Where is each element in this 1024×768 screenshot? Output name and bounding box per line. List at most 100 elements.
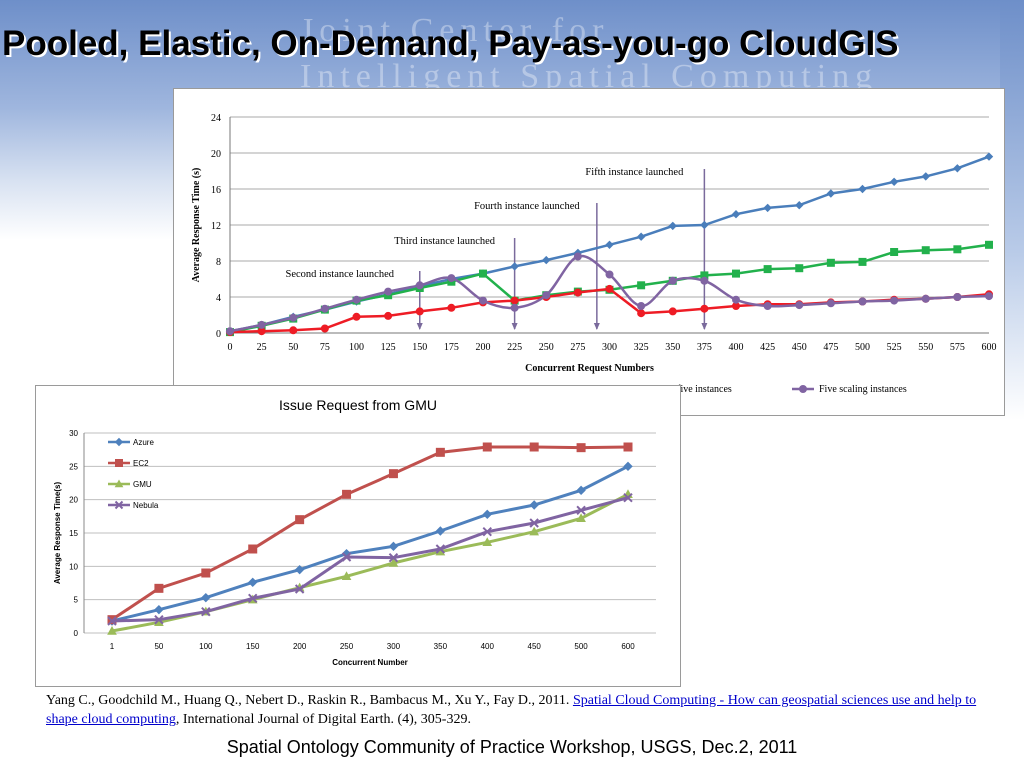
data-point-purple xyxy=(605,270,614,279)
data-point-azure xyxy=(623,461,633,472)
data-point-ec2 xyxy=(201,568,211,578)
x-tick-label: 225 xyxy=(507,342,522,353)
x-tick-label: 425 xyxy=(760,342,775,353)
y-tick-label: 16 xyxy=(211,185,221,196)
series-line-ec2 xyxy=(111,445,629,621)
data-point-purple xyxy=(226,327,234,336)
x-tick-label: 300 xyxy=(387,642,401,651)
y-tick-label: 30 xyxy=(69,429,78,438)
data-point-blue xyxy=(889,177,899,187)
x-tick-label: 600 xyxy=(982,342,997,353)
response-time-chart: 0 4 8 12 16 20 24 0 25 50 75 100 125 150 175 200 225 250 2… xyxy=(191,113,997,395)
data-point-azure xyxy=(576,485,586,496)
x-tick-label: 325 xyxy=(634,342,649,353)
data-point-ec2 xyxy=(295,515,305,525)
data-point-azure xyxy=(248,577,258,588)
annotation-label: Third instance launched xyxy=(394,236,496,247)
data-point-red xyxy=(605,284,614,293)
data-point-nebula xyxy=(435,544,446,554)
legend-label-azure: Azure xyxy=(133,438,154,447)
data-point-purple xyxy=(700,276,709,285)
series-line-azure xyxy=(111,464,629,623)
x-tick-label: 150 xyxy=(246,642,260,651)
citation-link[interactable]: Spatial Cloud Computing - How can geospa… xyxy=(46,693,977,727)
legend-marker-ec2 xyxy=(115,459,123,467)
data-point-nebula xyxy=(201,606,211,617)
data-point-red xyxy=(352,312,361,321)
legend-label-partial: r with five instances xyxy=(651,384,732,395)
x-tick-label: 350 xyxy=(665,342,680,353)
data-point-nebula xyxy=(154,614,164,625)
data-point-purple xyxy=(890,296,899,305)
y-tick-label: 0 xyxy=(216,329,221,340)
x-tick-label: 375 xyxy=(697,342,712,353)
data-point-ec2 xyxy=(342,489,352,499)
data-point-green xyxy=(795,264,804,273)
slide-footer: Spatial Ontology Community of Practice W… xyxy=(226,737,798,757)
data-point-purple xyxy=(384,287,393,296)
data-point-green xyxy=(985,240,993,249)
x-tick-label: 1 xyxy=(110,642,115,651)
data-point-purple xyxy=(510,303,519,312)
data-point-red xyxy=(668,307,677,316)
data-point-red xyxy=(447,303,456,312)
data-point-blue xyxy=(510,262,519,271)
annotation-arrowhead xyxy=(701,323,708,330)
data-point-blue xyxy=(858,184,867,194)
data-point-purple xyxy=(415,281,424,290)
x-tick-label: 75 xyxy=(320,342,330,353)
legend-label-ec2: EC2 xyxy=(133,459,149,468)
data-point-green xyxy=(826,258,835,267)
data-point-nebula xyxy=(341,552,352,562)
x-tick-label: 175 xyxy=(444,342,459,353)
data-point-blue xyxy=(731,209,741,219)
data-point-azure xyxy=(154,604,164,615)
x-tick-label: 500 xyxy=(855,342,870,353)
data-point-red xyxy=(700,304,709,313)
y-tick-label: 5 xyxy=(74,596,79,605)
y-tick-label: 25 xyxy=(69,462,78,471)
data-point-gmu xyxy=(576,513,586,523)
data-point-azure xyxy=(201,592,211,603)
data-point-nebula xyxy=(294,584,305,594)
y-tick-label: 15 xyxy=(69,529,78,538)
y-tick-label: 4 xyxy=(216,293,221,304)
legend-marker-azure xyxy=(114,437,124,447)
x-tick-label: 450 xyxy=(528,642,542,651)
legend-marker-gmu xyxy=(114,479,124,488)
series-line-nebula xyxy=(111,496,629,623)
x-axis-title: Concurrent Number xyxy=(332,658,408,667)
data-point-purple xyxy=(289,313,298,322)
data-point-red xyxy=(320,324,329,333)
data-point-nebula xyxy=(107,616,117,626)
response-time-chart-panel: 0 4 8 12 16 20 24 0 25 50 75 100 125 150 175 200 225 250 2… xyxy=(173,88,1005,416)
x-tick-label: 200 xyxy=(476,342,491,353)
x-tick-label: 125 xyxy=(381,342,396,353)
data-point-blue xyxy=(763,203,772,213)
data-point-blue xyxy=(636,232,646,241)
series-line-red xyxy=(229,287,990,334)
x-tick-label: 575 xyxy=(950,342,965,353)
data-point-nebula xyxy=(248,593,258,604)
y-tick-label: 10 xyxy=(69,562,78,571)
annotation-label: Second instance launched xyxy=(286,269,395,280)
data-point-ec2 xyxy=(435,447,445,457)
legend-label-gmu: GMU xyxy=(133,480,152,489)
data-point-blue xyxy=(984,152,994,161)
citation-authors: Yang C., Goodchild M., Huang Q., Nebert … xyxy=(46,693,570,708)
data-point-gmu xyxy=(482,537,493,547)
data-point-red xyxy=(289,326,298,335)
data-point-ec2 xyxy=(154,583,164,593)
chart-title: Issue Request from GMU xyxy=(279,397,437,413)
x-tick-label: 275 xyxy=(570,342,585,353)
data-point-ec2 xyxy=(529,442,539,452)
data-point-purple xyxy=(732,295,740,304)
data-point-purple xyxy=(479,296,487,305)
legend-marker-nebula xyxy=(114,500,124,510)
slide-title: Pooled, Elastic, On-Demand, Pay-as-you-g… xyxy=(2,24,899,63)
data-point-red xyxy=(415,307,424,316)
x-tick-label: 100 xyxy=(199,642,213,651)
x-tick-label: 400 xyxy=(729,342,744,353)
data-point-nebula xyxy=(623,492,633,503)
